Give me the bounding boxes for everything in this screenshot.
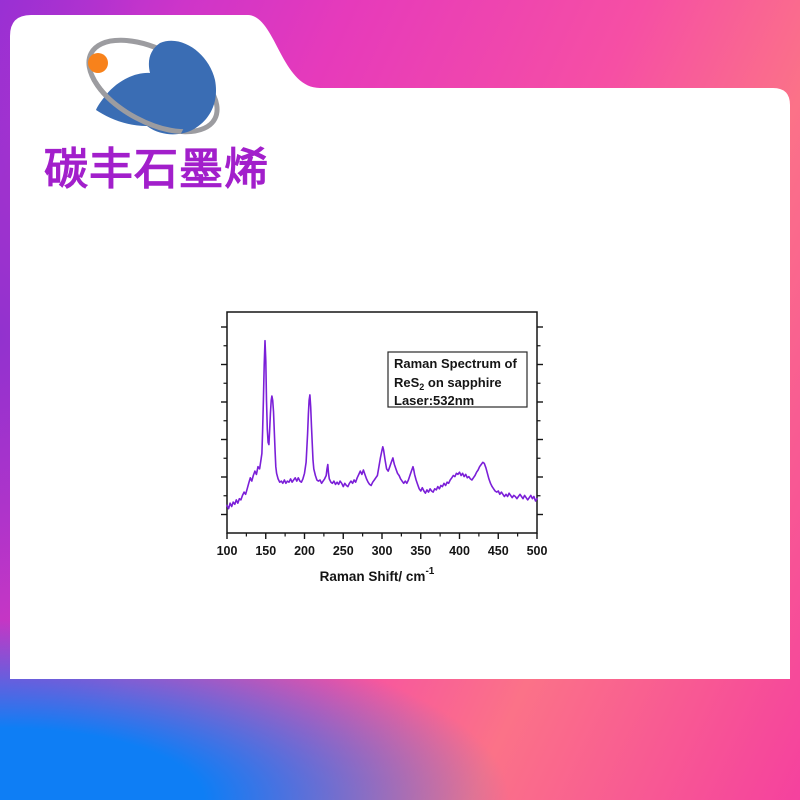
- x-tick-label: 300: [372, 544, 393, 558]
- legend-box: Raman Spectrum of ReS2 on sapphire Laser…: [387, 351, 528, 408]
- legend-line-1: Raman Spectrum of: [394, 356, 517, 371]
- x-tick-label: 400: [449, 544, 470, 558]
- plot-frame: [226, 311, 538, 534]
- orbit-ring-front-arc: [86, 66, 191, 135]
- x-tick-label: 150: [255, 544, 276, 558]
- x-tick-label: 250: [333, 544, 354, 558]
- x-tick-label: 450: [488, 544, 509, 558]
- x-tick-label: 100: [217, 544, 238, 558]
- electron-dot-icon: [88, 53, 108, 73]
- spectrum-line: [226, 339, 538, 510]
- brand-name: 碳丰石墨烯: [44, 144, 269, 195]
- x-axis-title: Raman Shift/ cm-1: [320, 566, 435, 584]
- x-tick-label: 350: [410, 544, 431, 558]
- axis-ticks: [221, 326, 543, 539]
- raman-chart: 100 150 200 250 300 350 400 450 500 Raman Spectr…: [217, 311, 548, 584]
- x-tick-label: 500: [527, 544, 548, 558]
- brand-logo: [86, 37, 220, 135]
- legend-line-2: ReS2 on sapphire: [394, 375, 502, 392]
- x-tick-labels: 100 150 200 250 300 350 400 450 500: [217, 544, 548, 558]
- legend-line-3: Laser:532nm: [394, 393, 474, 408]
- x-tick-label: 200: [294, 544, 315, 558]
